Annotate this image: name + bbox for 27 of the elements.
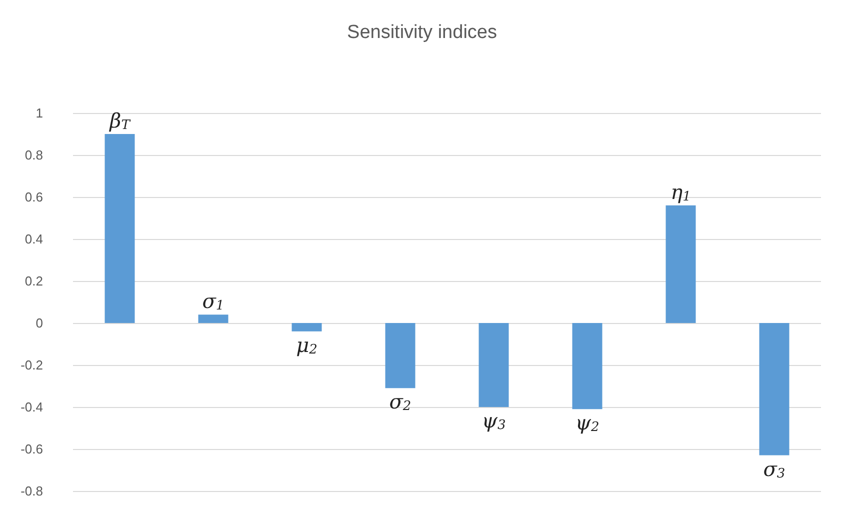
y-tick-label: 0.4: [24, 232, 43, 246]
x-tick-label: βT: [108, 108, 132, 133]
bar: [572, 323, 602, 410]
bar: [666, 205, 696, 323]
chart-title: Sensitivity indices: [347, 22, 497, 43]
bar: [478, 323, 509, 407]
x-tick-label: σ3: [763, 456, 786, 482]
bar: [198, 314, 228, 323]
y-tick-label: 0.8: [24, 148, 43, 162]
y-tick-label: -0.4: [20, 400, 43, 414]
y-tick-label: -0.6: [20, 442, 43, 456]
x-tick-label: ψ3: [482, 408, 506, 433]
x-tick-label: η1: [670, 180, 691, 204]
bar: [385, 323, 416, 388]
y-tick-label: 0: [36, 316, 43, 330]
bar: [104, 134, 135, 323]
x-tick-label: σ1: [202, 289, 224, 314]
y-tick-label: 0.2: [24, 274, 43, 288]
bar: [759, 323, 790, 456]
x-tick-label: σ2: [389, 390, 412, 414]
x-tick-label: ψ2: [575, 410, 600, 436]
y-tick-label: 1: [36, 106, 43, 120]
y-tick-label: 0.6: [24, 190, 43, 204]
x-tick-label: μ2: [296, 332, 318, 358]
y-tick-label: -0.2: [20, 358, 43, 372]
bar: [292, 323, 322, 332]
y-tick-label: -0.8: [20, 484, 43, 498]
